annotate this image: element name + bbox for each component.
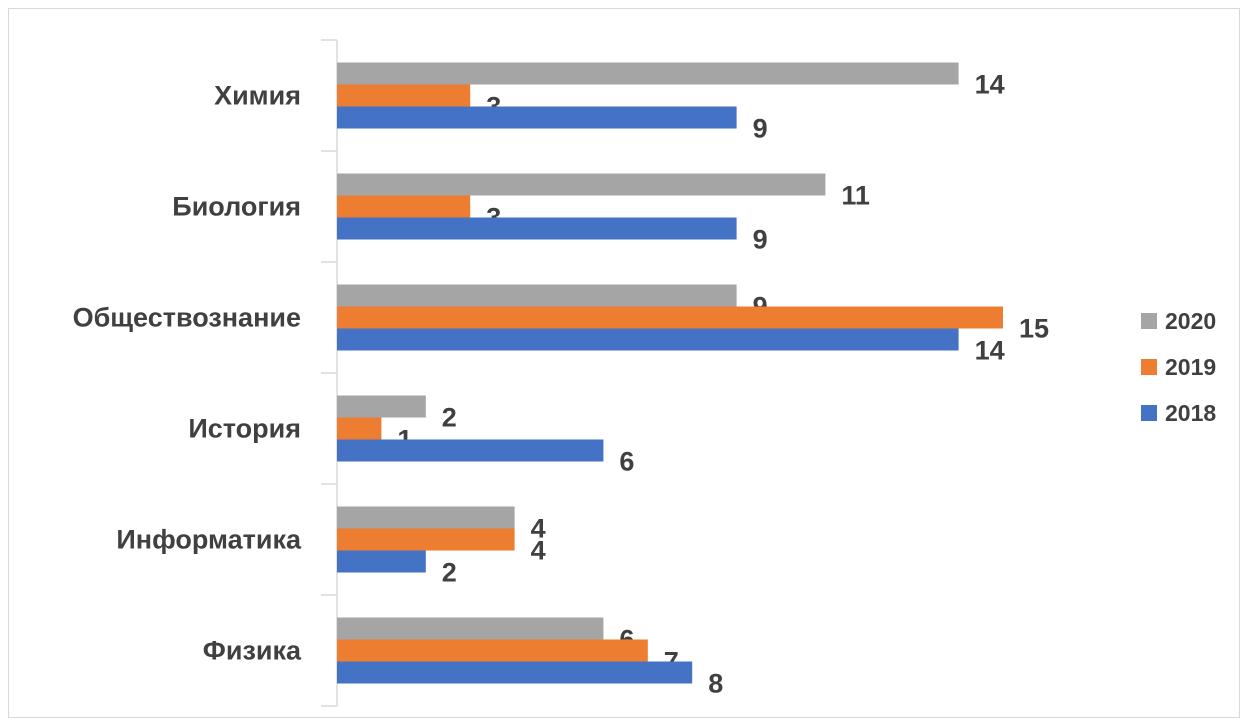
data-label-обществознание-2019: 15	[1019, 314, 1049, 344]
data-label-физика-2018: 8	[708, 669, 723, 699]
legend-label-2018: 2018	[1165, 400, 1216, 426]
bar-физика-2020	[337, 617, 604, 640]
data-label-химия-2020: 14	[975, 70, 1005, 100]
bar-биология-2018	[337, 217, 737, 240]
bar-биология-2019	[337, 195, 471, 218]
category-label-информатика: Информатика	[116, 525, 302, 555]
bar-химия-2019	[337, 84, 471, 107]
bar-история-2020	[337, 395, 426, 418]
legend-swatch-2018	[1141, 405, 1157, 421]
bar-информатика-2018	[337, 550, 426, 573]
bar-физика-2019	[337, 639, 648, 662]
category-label-обществознание: Обществознание	[73, 303, 301, 333]
category-label-история: История	[188, 414, 301, 444]
data-label-химия-2018: 9	[753, 114, 768, 144]
data-label-биология-2018: 9	[753, 225, 768, 255]
bar-обществознание-2020	[337, 284, 737, 307]
plot-area: Химия1439Биология 1139Обществознание9151…	[73, 39, 1049, 707]
bar-информатика-2020	[337, 506, 515, 529]
legend: 2020 2019 2018	[1141, 308, 1216, 426]
data-label-информатика-2018: 2	[442, 558, 457, 588]
data-label-история-2018: 6	[619, 447, 634, 477]
data-label-обществознание-2018: 14	[975, 336, 1005, 366]
data-label-информатика-2020: 4	[531, 514, 546, 544]
category-label-физика: Физика	[203, 636, 302, 666]
bar-обществознание-2019	[337, 306, 1003, 329]
bar-обществознание-2018	[337, 328, 959, 351]
bar-химия-2018	[337, 106, 737, 129]
data-label-биология-2020: 11	[841, 181, 870, 211]
legend-swatch-2020	[1141, 313, 1157, 329]
bar-история-2019	[337, 417, 382, 440]
legend-swatch-2019	[1141, 359, 1157, 375]
data-label-история-2020: 2	[442, 403, 457, 433]
category-label-химия: Химия	[214, 81, 301, 111]
legend-label-2020: 2020	[1165, 308, 1216, 334]
bar-физика-2018	[337, 661, 693, 684]
bar-химия-2020	[337, 62, 959, 85]
legend-label-2019: 2019	[1165, 354, 1216, 380]
category-label-биология: Биология	[172, 192, 301, 222]
bar-история-2018	[337, 439, 604, 462]
bar-биология-2020	[337, 173, 826, 196]
bar-информатика-2019	[337, 528, 515, 551]
data-label-информатика-2019: 4	[531, 536, 546, 566]
